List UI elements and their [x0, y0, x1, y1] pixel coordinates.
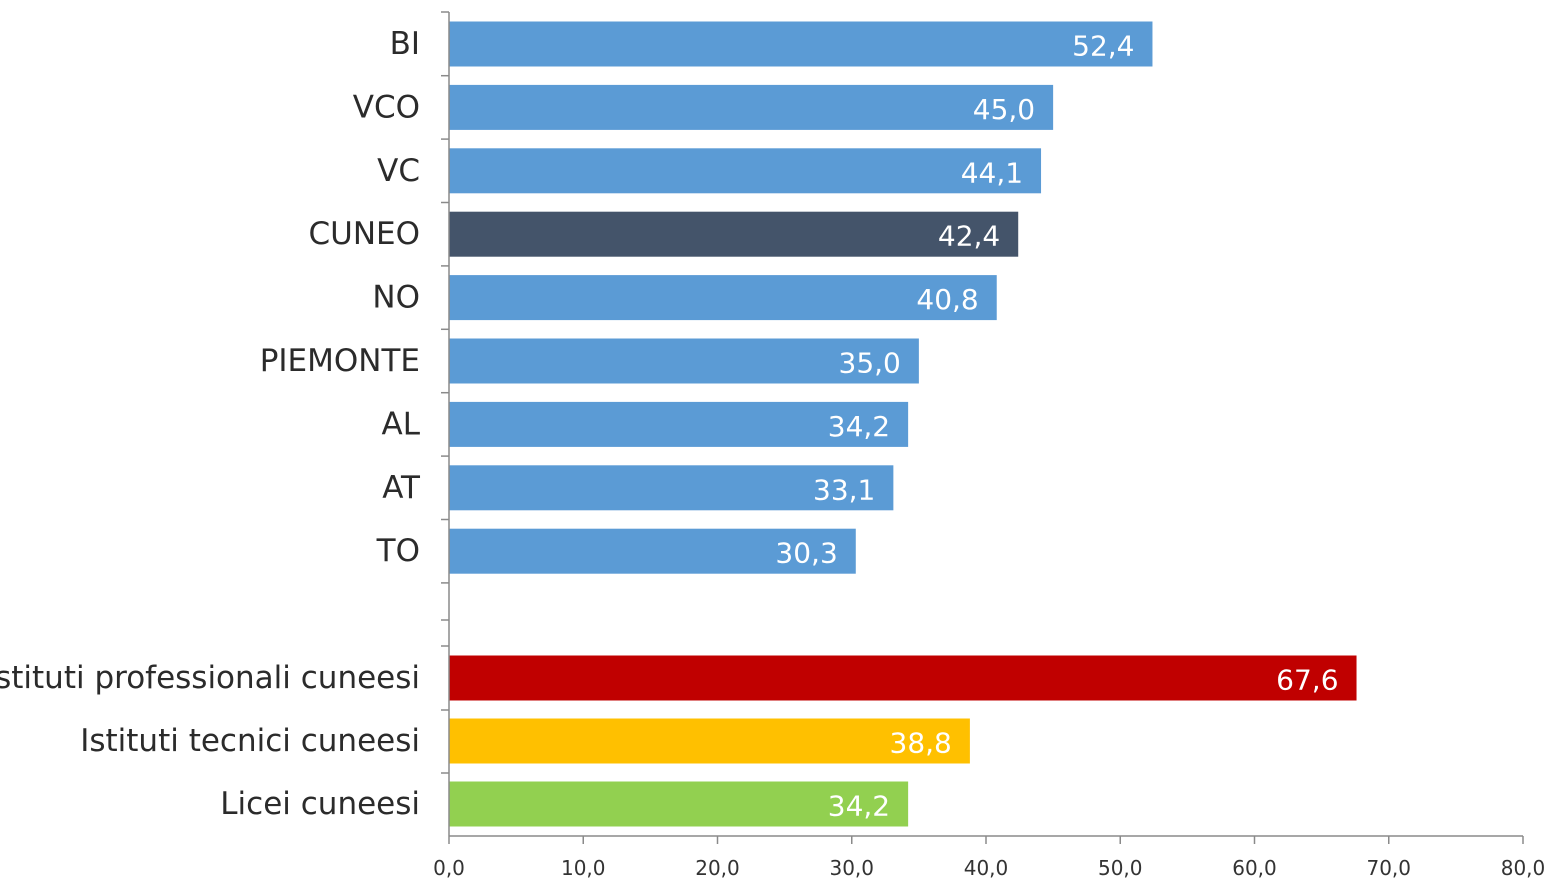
category-label: Licei cuneesi	[220, 786, 420, 822]
category-label: Istituti tecnici cuneesi	[80, 723, 420, 759]
x-tick-label: 30,0	[829, 856, 874, 880]
data-label: 40,8	[916, 283, 978, 316]
category-label: PIEMONTE	[260, 343, 420, 379]
bar	[449, 338, 919, 384]
x-tick-label: 50,0	[1098, 856, 1143, 880]
x-tick-labels: 0,0 10,0 20,0 30,0 40,0 50,0 60,0 70,0 80,0	[433, 856, 1545, 880]
data-label: 34,2	[828, 790, 890, 823]
data-label: 67,6	[1276, 664, 1338, 697]
category-label: VC	[377, 153, 420, 189]
data-label: 42,4	[938, 220, 1000, 253]
x-tick-label: 70,0	[1366, 856, 1411, 880]
bar	[449, 655, 1357, 701]
data-labels: 52,4 45,0 44,1 42,4 40,8 35,0 34,2 33,1 30,3 67,6…	[775, 30, 1338, 823]
bar	[449, 21, 1153, 67]
data-label: 34,2	[828, 410, 890, 443]
category-label: BI	[390, 26, 420, 62]
category-label: TO	[376, 533, 420, 569]
x-tick-label: 60,0	[1232, 856, 1277, 880]
data-label: 35,0	[839, 347, 901, 380]
data-label: 45,0	[973, 93, 1035, 126]
bar	[449, 401, 909, 447]
bar	[449, 528, 856, 574]
data-label: 30,3	[775, 537, 837, 570]
bar	[449, 275, 997, 321]
bars-group	[449, 21, 1357, 827]
data-label: 52,4	[1072, 30, 1134, 63]
category-label: CUNEO	[308, 216, 420, 252]
category-label: AL	[382, 406, 421, 442]
x-tick-label: 10,0	[561, 856, 606, 880]
x-tick-label: 80,0	[1501, 856, 1546, 880]
category-labels: BI VCO VC CUNEO NO PIEMONTE AL AT TO Istituti pro…	[0, 26, 421, 822]
category-label: AT	[382, 470, 421, 506]
x-tick-label: 20,0	[695, 856, 740, 880]
data-label: 44,1	[961, 156, 1023, 189]
category-label: NO	[372, 280, 420, 316]
bar	[449, 718, 970, 764]
axes-group	[441, 11, 1524, 844]
bar	[449, 84, 1054, 130]
category-label: Istituti professionali cuneesi	[0, 660, 420, 696]
bar	[449, 781, 909, 827]
bar	[449, 465, 894, 511]
bar	[449, 148, 1042, 194]
x-tick-label: 0,0	[433, 856, 465, 880]
data-label: 38,8	[890, 727, 952, 760]
data-label: 33,1	[813, 473, 875, 506]
bar	[449, 211, 1019, 257]
x-tick-label: 40,0	[964, 856, 1009, 880]
category-label: VCO	[353, 89, 420, 125]
